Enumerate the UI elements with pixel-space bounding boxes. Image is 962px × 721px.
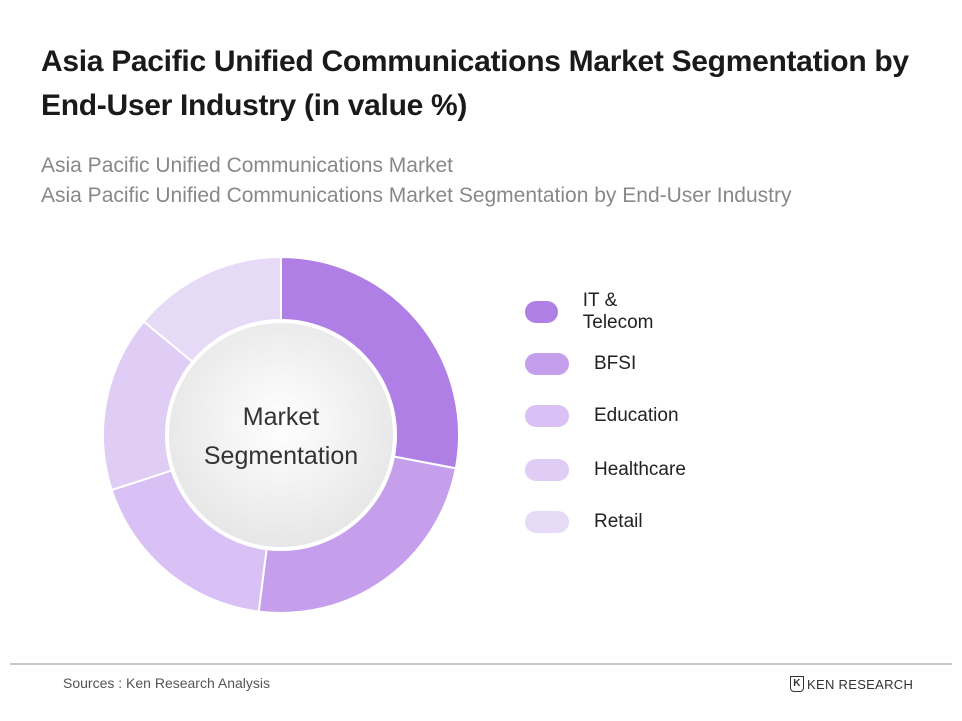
- donut-center: [165, 319, 397, 551]
- legend-item: IT & Telecom: [525, 290, 665, 333]
- legend-label: IT & Telecom: [582, 290, 654, 333]
- source-note: Sources : Ken Research Analysis: [63, 675, 270, 691]
- legend-item: Healthcare: [525, 458, 686, 482]
- legend-item: BFSI: [525, 352, 636, 376]
- legend-swatch: [525, 301, 558, 323]
- ken-research-logo: K KEN RESEARCH: [790, 676, 913, 692]
- legend-swatch: [525, 511, 569, 533]
- legend-label: Education: [594, 405, 679, 426]
- legend-swatch: [525, 353, 569, 375]
- footer-divider: [10, 663, 952, 665]
- legend-item: Retail: [525, 510, 643, 534]
- subtitle-2: Asia Pacific Unified Communications Mark…: [41, 184, 792, 207]
- subtitle-1: Asia Pacific Unified Communications Mark…: [41, 154, 453, 177]
- legend-label: BFSI: [594, 353, 637, 374]
- legend-label: Retail: [594, 511, 643, 532]
- legend-label: Healthcare: [594, 459, 686, 480]
- logo-text: KEN RESEARCH: [807, 676, 914, 692]
- legend-swatch: [525, 459, 569, 481]
- chart-title: Asia Pacific Unified Communications Mark…: [41, 45, 909, 122]
- center-label-1: Market: [243, 403, 319, 431]
- legend-item: Education: [525, 404, 679, 428]
- center-label-2: Segmentation: [204, 442, 358, 470]
- legend-swatch: [525, 405, 569, 427]
- logo-mark-icon: K: [790, 676, 804, 692]
